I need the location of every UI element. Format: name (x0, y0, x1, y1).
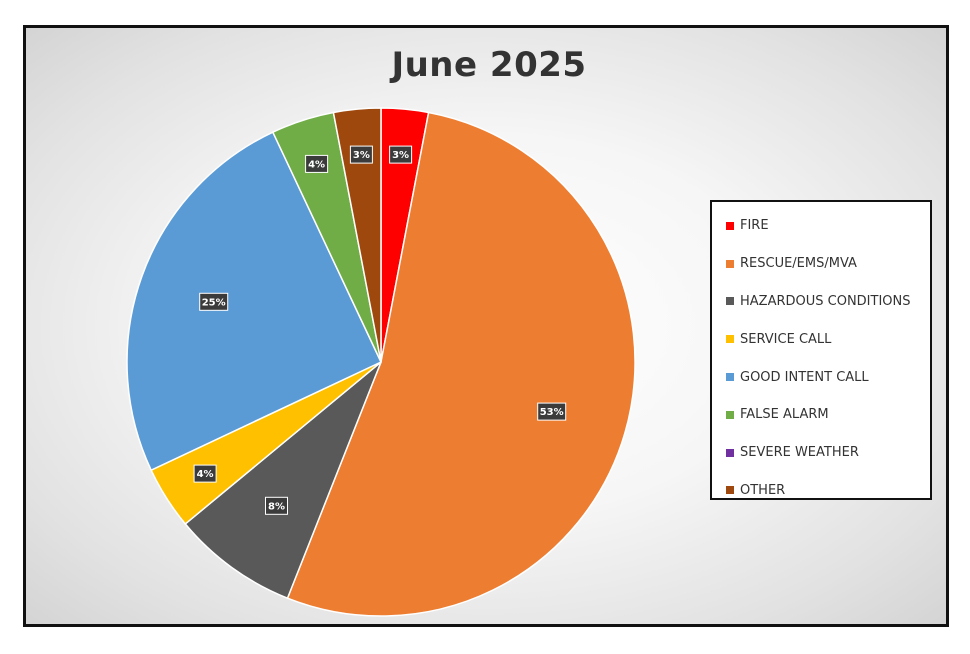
data-label-box (349, 145, 373, 164)
legend-item-rescue-ems-mva: RESCUE/EMS/MVA (712, 245, 930, 283)
legend-label: SEVERE WEATHER (740, 445, 859, 461)
pie-slice-hazardous-conditions (184, 361, 382, 600)
data-label-other: 3% (349, 145, 373, 164)
data-label-box (199, 292, 229, 311)
legend-item-false-alarm: FALSE ALARM (712, 396, 930, 434)
data-label-text: 53% (540, 407, 564, 418)
legend-item-other: OTHER (712, 472, 930, 510)
data-label-text: 4% (197, 469, 214, 480)
legend-swatch (726, 448, 734, 457)
pie-chart: 3% 53% 8% 4% 25% 4% 3% (126, 107, 636, 617)
legend: FIRE RESCUE/EMS/MVA HAZARDOUS CONDITIONS… (710, 200, 932, 500)
data-label-box (537, 402, 567, 421)
pie-slice-rescue-ems-mva (286, 111, 636, 617)
legend-swatch (726, 297, 734, 306)
legend-swatch (726, 373, 734, 382)
data-label-false-alarm: 4% (305, 154, 329, 173)
data-label-box (305, 154, 329, 173)
data-label-box (193, 464, 217, 483)
legend-swatch (726, 221, 734, 230)
legend-item-severe-weather: SEVERE WEATHER (712, 434, 930, 472)
legend-label: FALSE ALARM (740, 407, 829, 423)
legend-label: GOOD INTENT CALL (740, 369, 869, 385)
data-label-text: 4% (308, 159, 325, 170)
data-label-text: 3% (353, 150, 370, 161)
data-label-fire: 3% (389, 145, 413, 164)
data-label-hazardous-conditions: 8% (265, 496, 288, 515)
chart-title: June 2025 (391, 45, 587, 85)
data-label-good-intent-call: 25% (199, 292, 229, 311)
data-label-text: 3% (392, 150, 409, 161)
legend-label: HAZARDOUS CONDITIONS (740, 293, 911, 309)
legend-label: SERVICE CALL (740, 331, 832, 347)
legend-item-good-intent-call: GOOD INTENT CALL (712, 358, 930, 396)
pie-slice-other (332, 107, 382, 363)
legend-label: RESCUE/EMS/MVA (740, 256, 857, 272)
data-label-box (389, 145, 413, 164)
legend-swatch (726, 410, 734, 419)
legend-item-hazardous-conditions: HAZARDOUS CONDITIONS (712, 283, 930, 321)
data-label-text: 25% (202, 297, 226, 308)
pie-slice-good-intent-call (126, 131, 382, 472)
legend-label: OTHER (740, 482, 786, 498)
legend-item-service-call: SERVICE CALL (712, 320, 930, 358)
data-label-text: 8% (268, 501, 285, 512)
legend-item-fire: FIRE (712, 207, 930, 245)
legend-label: FIRE (740, 218, 769, 234)
chart-frame: June 2025 3% 53% 8% 4% 25% 4% 3% FIRE RESCUE/E… (23, 25, 949, 627)
legend-swatch (726, 335, 734, 344)
data-label-rescue-ems-mva: 53% (537, 402, 567, 421)
data-label-service-call: 4% (193, 464, 217, 483)
legend-swatch (726, 486, 734, 495)
data-label-box (265, 496, 288, 515)
legend-swatch (726, 259, 734, 268)
